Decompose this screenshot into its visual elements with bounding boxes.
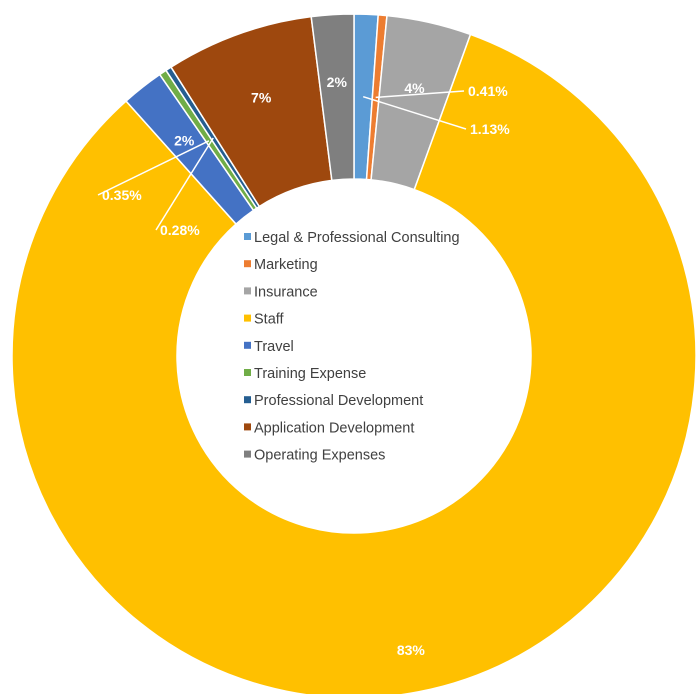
- legend-swatch-legal-professional-consulting: [244, 233, 251, 240]
- data-label-application-development: 7%: [251, 90, 272, 106]
- data-label-travel: 2%: [174, 132, 195, 148]
- data-label-marketing: 0.41%: [468, 83, 508, 99]
- legend-swatch-professional-development: [244, 396, 251, 404]
- legend-label-insurance: Insurance: [254, 284, 318, 300]
- legend-swatch-training-expense: [244, 369, 251, 376]
- leader-line-legal-professional-consulting: [362, 95, 467, 130]
- legend-swatch-marketing: [244, 260, 251, 268]
- legend-label-marketing: Marketing: [254, 257, 318, 273]
- legend-swatch-travel: [244, 341, 251, 349]
- leader-line-training-expense: [97, 140, 210, 196]
- data-label-legal-professional-consulting: 1.13%: [470, 121, 510, 137]
- legend-label-staff: Staff: [254, 312, 285, 328]
- data-label-staff: 83%: [397, 642, 426, 658]
- leader-line-marketing: [375, 90, 465, 99]
- data-label-professional-development: 0.28%: [160, 222, 200, 238]
- legend-swatch-operating-expenses: [244, 450, 251, 458]
- leader-lines: [97, 90, 467, 231]
- legend-swatch-insurance: [244, 287, 251, 295]
- data-label-operating-expenses: 2%: [327, 74, 348, 90]
- legend-swatch-application-development: [244, 423, 251, 431]
- legend-label-training-expense: Training Expense: [254, 366, 366, 382]
- data-label-insurance: 4%: [404, 80, 425, 96]
- legend-label-legal-professional-consulting: Legal & Professional Consulting: [254, 230, 460, 246]
- legend-label-application-development: Application Development: [254, 420, 414, 436]
- leader-line-professional-development: [155, 137, 214, 231]
- legend: Legal & Professional Consulting Marketing…: [244, 230, 460, 464]
- data-labels: 1.13% 0.41% 4% 83% 2% 0.35% 0.28% 7% 2%: [102, 74, 510, 658]
- doughnut-slices: [11, 13, 696, 694]
- slice-staff: [11, 33, 696, 694]
- data-label-training-expense: 0.35%: [102, 187, 142, 203]
- legend-label-operating-expenses: Operating Expenses: [254, 448, 385, 464]
- legend-label-travel: Travel: [254, 339, 294, 355]
- slice-operating-expenses: [310, 13, 355, 182]
- legend-label-professional-development: Professional Development: [254, 393, 423, 409]
- legend-swatch-staff: [244, 314, 251, 322]
